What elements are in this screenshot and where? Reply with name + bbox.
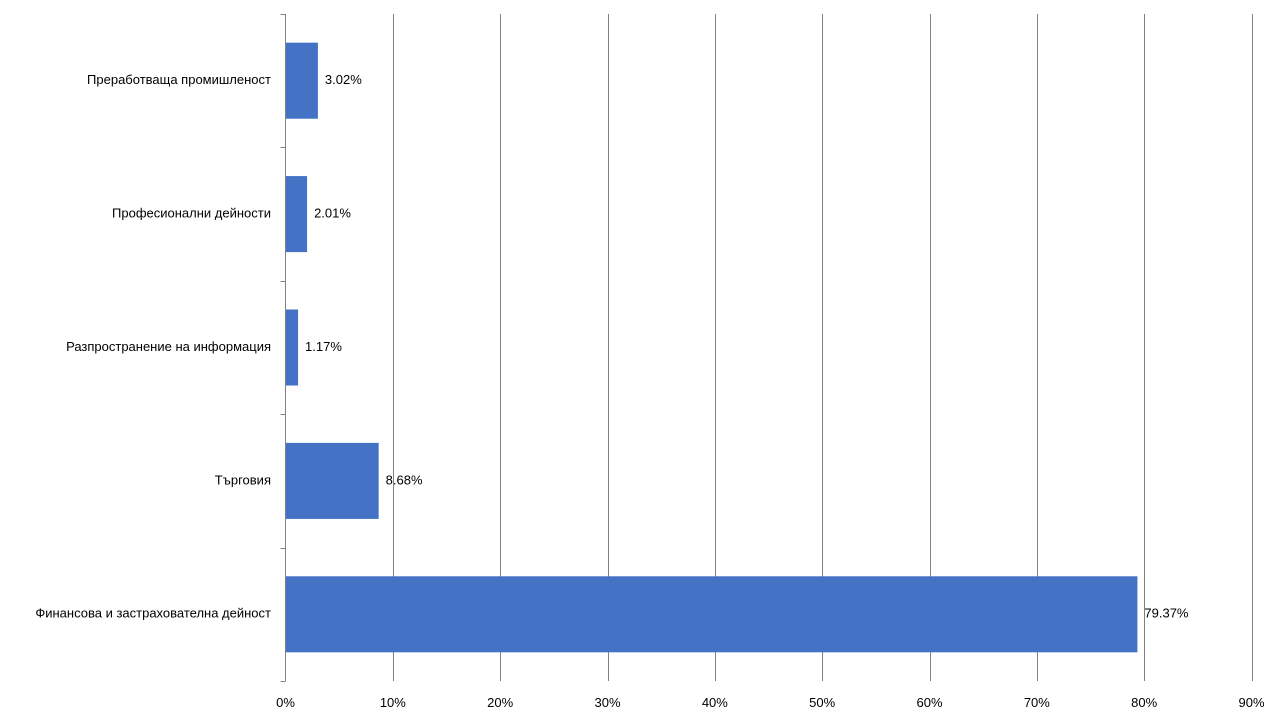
x-tick-label: 50% [809, 695, 835, 710]
x-tick-label: 60% [916, 695, 942, 710]
gridlines [393, 14, 1253, 681]
x-tick-label: 20% [487, 695, 513, 710]
bar [285, 442, 379, 519]
category-label: Търговия [215, 472, 271, 487]
category-label: Финансова и застрахователна дейност [35, 606, 271, 621]
category-label: Преработваща промишленост [87, 72, 271, 87]
data-label: 1.17% [305, 339, 342, 354]
x-tick-label: 80% [1131, 695, 1157, 710]
x-tick-label: 40% [702, 695, 728, 710]
x-tick-label: 90% [1238, 695, 1264, 710]
labels: Преработваща промишленост 3.02% Професиона… [35, 72, 1265, 710]
bar [285, 576, 1138, 653]
bar [285, 176, 308, 253]
x-tick-label: 10% [380, 695, 406, 710]
category-label: Разпространение на информация [66, 339, 271, 354]
bar [285, 42, 318, 119]
x-tick-label: 30% [594, 695, 620, 710]
x-tick-label: 0% [276, 695, 295, 710]
axes [280, 14, 286, 682]
category-label: Професионални дейности [112, 206, 271, 221]
data-label: 3.02% [325, 72, 362, 87]
bars [285, 42, 1138, 653]
bar [285, 309, 299, 386]
data-label: 79.37% [1144, 606, 1189, 621]
data-label: 8.68% [386, 472, 423, 487]
x-tick-label: 70% [1024, 695, 1050, 710]
data-label: 2.01% [314, 206, 351, 221]
